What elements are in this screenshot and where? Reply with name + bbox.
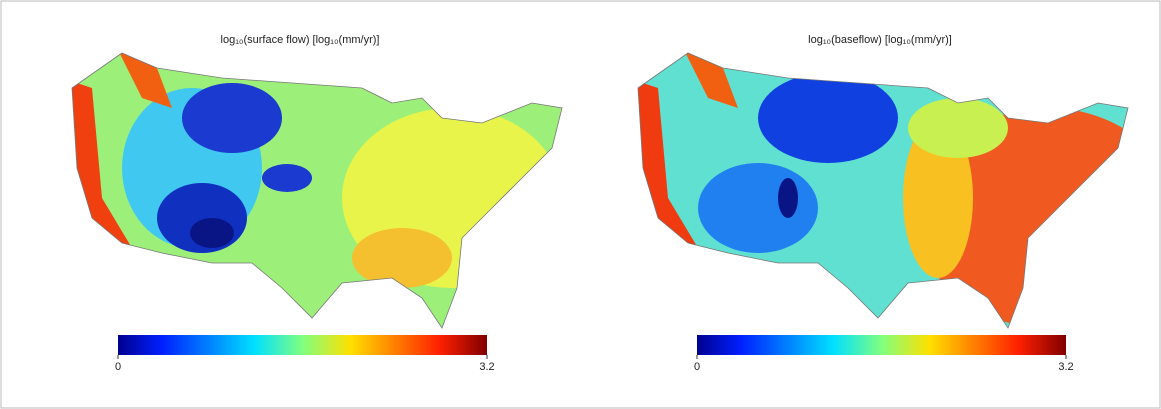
tick-label: 0	[115, 361, 121, 373]
colorbar	[118, 335, 487, 355]
colorbar	[697, 335, 1066, 355]
tick-label: 0	[694, 361, 700, 373]
tick-label: 3.2	[1058, 361, 1073, 373]
tick-label: 3.2	[479, 361, 494, 373]
panel-title: log₁₀(baseflow) [log₁₀(mm/yr)]	[808, 34, 952, 46]
panel-title: log₁₀(surface flow) [log₁₀(mm/yr)]	[221, 34, 380, 46]
figure: log₁₀(surface flow) [log₁₀(mm/yr)] 03.2 …	[0, 0, 1161, 409]
